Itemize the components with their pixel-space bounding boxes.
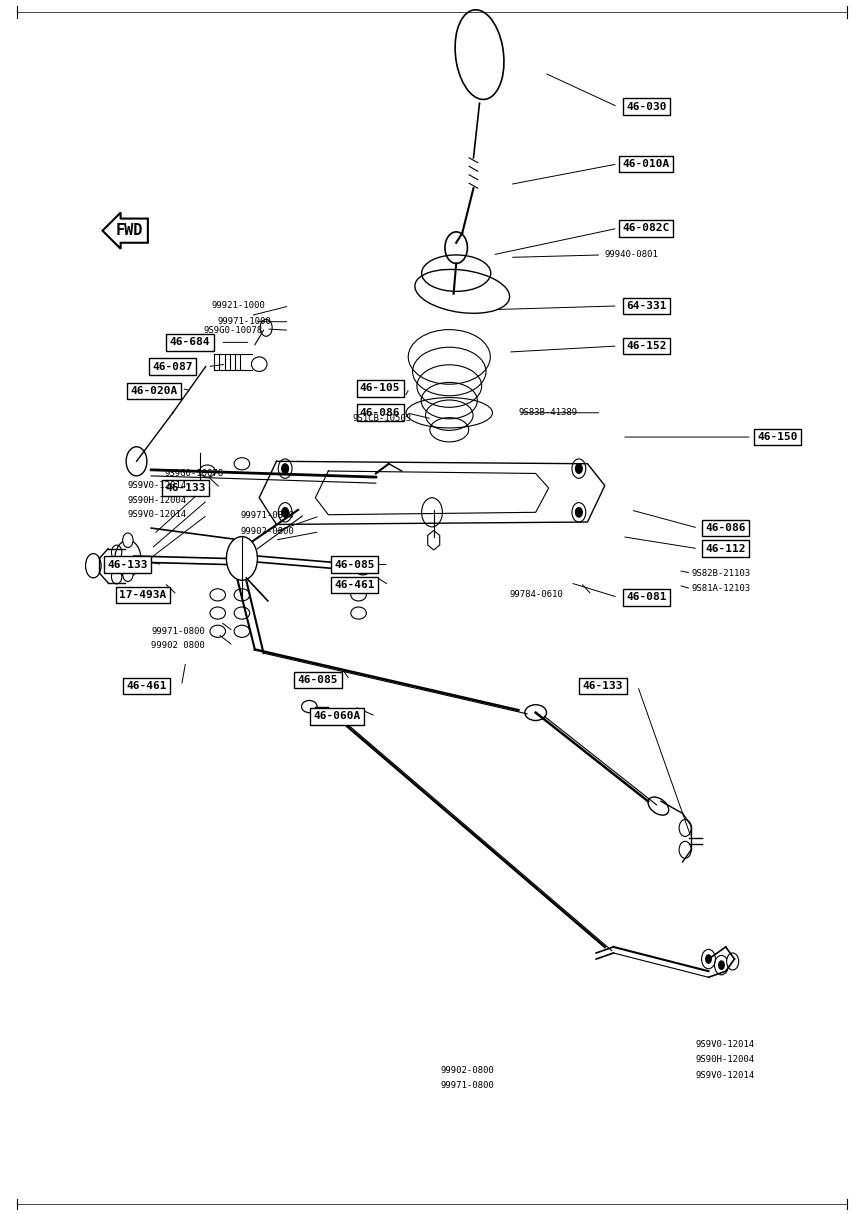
Text: 46-030: 46-030 (626, 102, 666, 112)
Text: 46-020A: 46-020A (130, 386, 177, 396)
Text: 99971-0800: 99971-0800 (240, 511, 294, 521)
Circle shape (727, 953, 739, 970)
Text: 99921-1000: 99921-1000 (212, 301, 265, 311)
Text: 46-105: 46-105 (360, 384, 400, 393)
Text: 9S9G0-10078: 9S9G0-10078 (164, 469, 223, 478)
Circle shape (260, 319, 272, 336)
Text: 46-060A: 46-060A (314, 711, 360, 721)
Circle shape (282, 507, 289, 517)
Text: 9S1CB-10503: 9S1CB-10503 (353, 414, 411, 424)
Text: 46-152: 46-152 (626, 341, 666, 351)
Text: 9S9V0-12014: 9S9V0-12014 (696, 1039, 754, 1049)
Text: 46-150: 46-150 (758, 432, 797, 442)
Text: 46-085: 46-085 (298, 675, 338, 685)
Circle shape (123, 533, 133, 548)
Text: 9S9V0-12014: 9S9V0-12014 (128, 481, 187, 490)
Text: 9S81A-12103: 9S81A-12103 (691, 584, 750, 594)
Text: 46-086: 46-086 (706, 523, 746, 533)
Text: 9S90H-12004: 9S90H-12004 (696, 1055, 754, 1065)
Circle shape (282, 464, 289, 473)
Text: 9S9V0-12014: 9S9V0-12014 (128, 510, 187, 520)
Circle shape (718, 960, 725, 970)
Circle shape (575, 507, 582, 517)
Circle shape (123, 567, 133, 582)
Text: 9S9V0-12014: 9S9V0-12014 (696, 1071, 754, 1080)
Text: FWD: FWD (116, 223, 143, 238)
Text: 46-010A: 46-010A (623, 159, 670, 169)
Text: 46-112: 46-112 (706, 544, 746, 554)
Text: 99971-0800: 99971-0800 (441, 1080, 494, 1090)
Text: 9S83B-41389: 9S83B-41389 (518, 408, 577, 418)
Text: 46-085: 46-085 (334, 560, 374, 569)
Text: 46-133: 46-133 (166, 483, 206, 493)
Text: 46-086: 46-086 (360, 408, 400, 418)
Circle shape (575, 464, 582, 473)
Text: 46-684: 46-684 (170, 337, 210, 347)
Text: 46-133: 46-133 (583, 681, 623, 691)
Text: 99971-1000: 99971-1000 (218, 317, 271, 327)
Text: 46-081: 46-081 (626, 592, 666, 602)
Text: 64-331: 64-331 (626, 301, 666, 311)
Text: 99940-0801: 99940-0801 (605, 250, 658, 260)
Text: 99784-0610: 99784-0610 (510, 590, 563, 600)
Text: 99902-0800: 99902-0800 (441, 1066, 494, 1076)
Text: 9S82B-21103: 9S82B-21103 (691, 568, 750, 578)
Text: 9S9G0-10078: 9S9G0-10078 (203, 325, 262, 335)
Text: 99971-0800: 99971-0800 (151, 626, 205, 636)
Text: 9S90H-12004: 9S90H-12004 (128, 495, 187, 505)
Text: 99902-0800: 99902-0800 (240, 527, 294, 537)
Circle shape (705, 954, 712, 964)
Text: 46-461: 46-461 (334, 580, 374, 590)
Text: 46-082C: 46-082C (623, 223, 670, 233)
Text: 46-087: 46-087 (153, 362, 193, 371)
Text: 46-133: 46-133 (108, 560, 148, 569)
Text: 99902 0800: 99902 0800 (151, 641, 205, 651)
Text: 17-493A: 17-493A (119, 590, 166, 600)
Text: 46-461: 46-461 (127, 681, 167, 691)
